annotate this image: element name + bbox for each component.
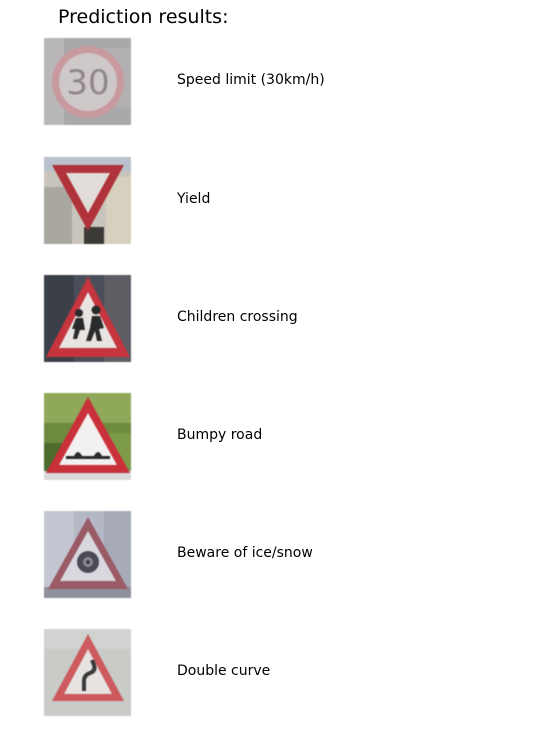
- ice-snow-sign-icon: [44, 511, 131, 598]
- prediction-row: Yield: [44, 157, 524, 244]
- children-crossing-sign-icon: [44, 275, 131, 362]
- prediction-label: Bumpy road: [177, 426, 262, 444]
- prediction-label: Children crossing: [177, 308, 298, 326]
- prediction-label: Double curve: [177, 662, 270, 680]
- speed-limit-30-sign-icon: 30: [44, 38, 131, 125]
- bumpy-road-sign-icon: [44, 393, 131, 480]
- prediction-row: Beware of ice/snow: [44, 511, 524, 598]
- prediction-label: Speed limit (30km/h): [177, 71, 325, 89]
- page-title: Prediction results:: [58, 5, 228, 29]
- prediction-row: Double curve: [44, 629, 524, 716]
- prediction-label: Beware of ice/snow: [177, 544, 313, 562]
- prediction-row: Children crossing: [44, 275, 524, 362]
- sign-text: 30: [66, 63, 109, 103]
- prediction-row: 30 Speed limit (30km/h): [44, 38, 524, 125]
- prediction-row: Bumpy road: [44, 393, 524, 480]
- double-curve-sign-icon: [44, 629, 131, 716]
- yield-sign-icon: [44, 157, 131, 244]
- prediction-label: Yield: [177, 190, 210, 208]
